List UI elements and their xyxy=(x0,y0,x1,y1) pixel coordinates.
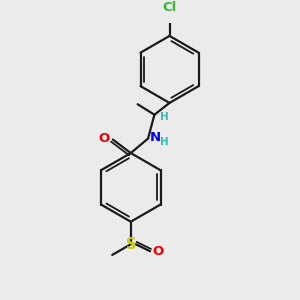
Text: H: H xyxy=(160,137,168,147)
Text: H: H xyxy=(160,112,169,122)
Text: Cl: Cl xyxy=(162,2,177,14)
Text: O: O xyxy=(152,245,164,258)
Text: O: O xyxy=(98,132,110,145)
Text: S: S xyxy=(125,237,136,252)
Text: N: N xyxy=(149,131,161,144)
